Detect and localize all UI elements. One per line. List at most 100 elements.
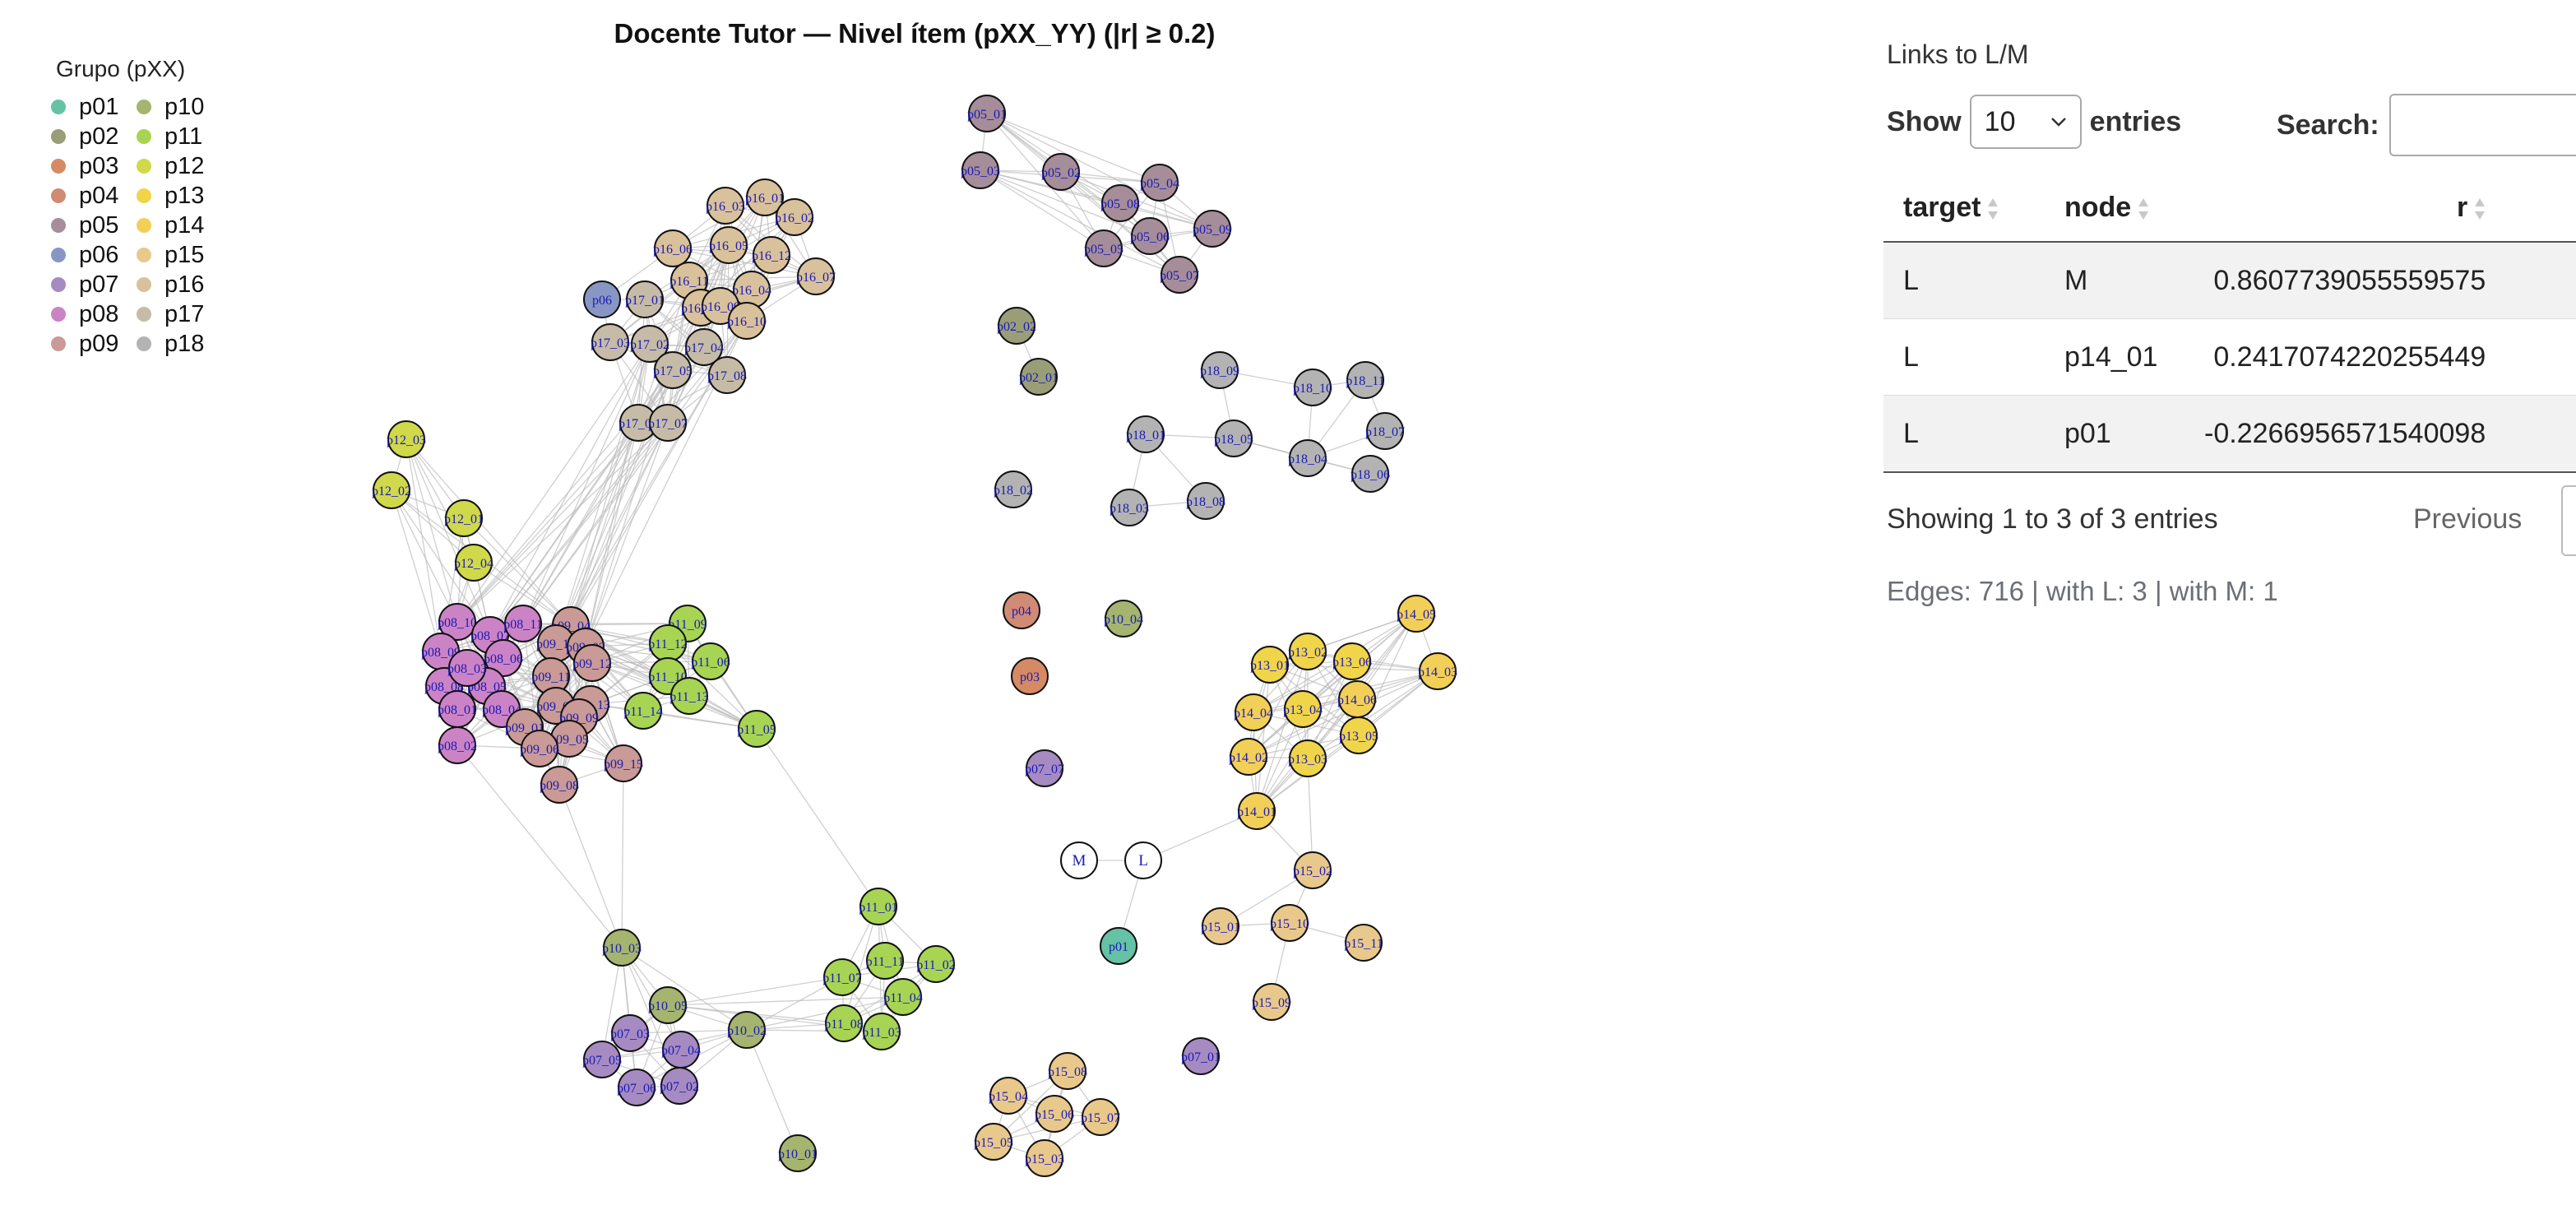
network-node[interactable]: p17_01 bbox=[625, 280, 665, 318]
network-node[interactable]: p18_07 bbox=[1365, 412, 1405, 450]
network-node[interactable]: p09_08 bbox=[540, 766, 579, 804]
network-node[interactable]: p18_02 bbox=[994, 471, 1033, 508]
network-node[interactable]: p06 bbox=[583, 280, 621, 318]
network-node[interactable]: p17_03 bbox=[591, 323, 630, 361]
network-node[interactable]: p16_04 bbox=[732, 271, 771, 308]
network-node[interactable]: p13_04 bbox=[1283, 690, 1323, 728]
network-node[interactable]: p10_05 bbox=[648, 986, 688, 1024]
network-node[interactable]: p14_04 bbox=[1234, 693, 1273, 731]
previous-page-button[interactable]: Previous bbox=[2413, 503, 2523, 535]
network-node[interactable]: p13_06 bbox=[1332, 642, 1372, 680]
network-node[interactable]: p17_02 bbox=[630, 325, 669, 363]
network-node[interactable]: p09_05 bbox=[549, 720, 589, 758]
network-node[interactable]: p18_08 bbox=[1186, 482, 1225, 520]
network-node[interactable]: p15_10 bbox=[1270, 904, 1309, 942]
network-node[interactable]: p16_05 bbox=[709, 226, 748, 264]
network-node[interactable]: p15_07 bbox=[1081, 1098, 1120, 1136]
network-node[interactable]: M bbox=[1060, 842, 1098, 879]
network-node[interactable]: p14_03 bbox=[1418, 652, 1457, 690]
entries-select[interactable]: 10 bbox=[1969, 95, 2082, 149]
network-node[interactable]: p16_07 bbox=[796, 257, 836, 295]
network-node[interactable]: p11_02 bbox=[916, 945, 956, 983]
network-node[interactable]: p18_05 bbox=[1214, 420, 1253, 457]
network-node[interactable]: p12_03 bbox=[387, 420, 426, 458]
network-node[interactable]: p09_12 bbox=[572, 644, 612, 682]
network-node[interactable]: p17_07 bbox=[648, 404, 688, 442]
network-node[interactable]: p16_12 bbox=[752, 236, 791, 274]
network-node[interactable]: p14_05 bbox=[1397, 595, 1436, 633]
network-node[interactable]: p13_03 bbox=[1288, 740, 1327, 777]
network-node[interactable]: p10_02 bbox=[727, 1011, 767, 1049]
network-node[interactable]: p11_11 bbox=[866, 942, 905, 980]
network-node[interactable]: p10_01 bbox=[778, 1134, 818, 1172]
network-node[interactable]: p02_01 bbox=[1019, 358, 1059, 396]
network-node[interactable]: p13_02 bbox=[1288, 633, 1327, 670]
network-node[interactable]: p05_09 bbox=[1193, 210, 1232, 248]
network-node[interactable]: p13_01 bbox=[1250, 646, 1290, 684]
network-node[interactable]: p14_02 bbox=[1229, 738, 1268, 776]
network-node[interactable]: p05_07 bbox=[1160, 256, 1199, 294]
network-node[interactable]: p17_04 bbox=[684, 328, 724, 366]
network-node[interactable]: p10_04 bbox=[1104, 600, 1143, 638]
network-node[interactable]: p15_05 bbox=[974, 1123, 1013, 1161]
network-node[interactable]: p08_10 bbox=[438, 603, 477, 641]
network-node[interactable]: p07_02 bbox=[660, 1067, 699, 1105]
network-node[interactable]: p16_11 bbox=[669, 262, 709, 299]
network-node[interactable]: p18_04 bbox=[1288, 439, 1327, 477]
network-node[interactable]: p15_01 bbox=[1201, 907, 1240, 945]
network-node[interactable]: p09_15 bbox=[604, 744, 643, 782]
network-node[interactable]: p17_06 bbox=[619, 404, 658, 442]
network-node[interactable]: p16_03 bbox=[706, 187, 745, 225]
network-node[interactable]: p11_04 bbox=[883, 978, 923, 1016]
network-node[interactable]: p16_10 bbox=[727, 302, 767, 340]
network-node[interactable]: p10_03 bbox=[602, 929, 642, 967]
network-node[interactable]: p18_01 bbox=[1126, 415, 1165, 453]
network-node[interactable]: p11_03 bbox=[862, 1013, 901, 1050]
network-node[interactable]: p11_08 bbox=[824, 1004, 864, 1042]
page-button[interactable] bbox=[2561, 485, 2576, 556]
network-node[interactable]: p15_04 bbox=[989, 1077, 1028, 1115]
search-input[interactable] bbox=[2388, 94, 2576, 156]
network-node[interactable]: p08_01 bbox=[438, 690, 477, 728]
network-node[interactable]: p16_02 bbox=[775, 198, 814, 236]
network-node[interactable]: p05_01 bbox=[967, 95, 1007, 132]
network-node[interactable]: p18_09 bbox=[1200, 351, 1239, 389]
network-node[interactable]: p07_03 bbox=[610, 1014, 650, 1052]
column-header-r[interactable]: r bbox=[2185, 174, 2506, 243]
network-node[interactable]: p08_02 bbox=[438, 726, 477, 764]
network-node[interactable]: p07_04 bbox=[661, 1031, 701, 1069]
network-node[interactable]: p09_06 bbox=[520, 730, 559, 767]
network-node[interactable]: p16_06 bbox=[653, 230, 693, 267]
network-node[interactable]: p08_03 bbox=[447, 649, 487, 687]
network-node[interactable]: p07_01 bbox=[1181, 1037, 1221, 1075]
network-node[interactable]: p14_01 bbox=[1237, 792, 1276, 830]
network-node[interactable]: p05_08 bbox=[1100, 184, 1140, 222]
table-row[interactable]: L M 0.8607739055559575 bbox=[1883, 241, 2576, 319]
network-node[interactable]: p07_06 bbox=[617, 1069, 656, 1106]
network-node[interactable]: p04 bbox=[1003, 591, 1040, 629]
network-node[interactable]: p15_08 bbox=[1048, 1052, 1087, 1090]
network-node[interactable]: p18_11 bbox=[1346, 361, 1385, 399]
network-node[interactable]: p08_06 bbox=[484, 639, 523, 677]
network-node[interactable]: p01 bbox=[1100, 927, 1137, 965]
network-node[interactable]: p12_01 bbox=[444, 499, 484, 537]
network-node[interactable]: p05_04 bbox=[1140, 164, 1179, 202]
network-node[interactable]: p18_06 bbox=[1351, 455, 1390, 493]
network-node[interactable]: p15_09 bbox=[1252, 983, 1291, 1021]
table-row[interactable]: L p14_01 0.2417074220255449 bbox=[1883, 318, 2576, 396]
network-node[interactable]: p11_13 bbox=[669, 677, 709, 715]
network-node[interactable]: p02_02 bbox=[997, 307, 1036, 345]
network-node[interactable]: p11_14 bbox=[623, 692, 663, 730]
table-row[interactable]: L p01 -0.2266956571540098 bbox=[1883, 395, 2576, 473]
network-node[interactable]: p05_06 bbox=[1130, 217, 1170, 255]
network-node[interactable]: p15_06 bbox=[1035, 1095, 1074, 1133]
network-node[interactable]: p07_07 bbox=[1025, 749, 1064, 787]
column-header-node[interactable]: node bbox=[2045, 174, 2185, 243]
network-node[interactable]: p11_01 bbox=[859, 888, 898, 925]
network-node[interactable]: p11_05 bbox=[737, 710, 776, 748]
network-node[interactable]: p18_03 bbox=[1110, 489, 1149, 526]
network-node[interactable]: p15_03 bbox=[1025, 1139, 1064, 1177]
network-node[interactable]: p11_07 bbox=[822, 958, 862, 996]
network-node[interactable]: p11_12 bbox=[648, 624, 688, 662]
network-node[interactable]: p17_05 bbox=[653, 351, 693, 389]
